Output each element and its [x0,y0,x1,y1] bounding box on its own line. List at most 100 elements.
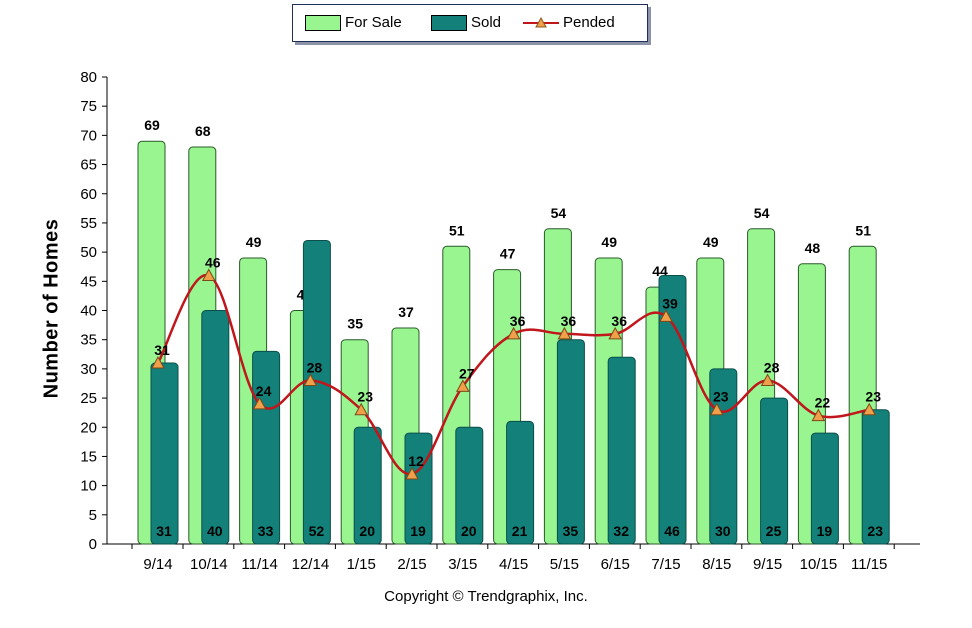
for-sale-data-label: 51 [449,222,465,238]
y-axis-title: Number of Homes [40,218,63,399]
x-tick-label: 12/14 [292,556,330,573]
pended-data-label: 31 [154,342,170,358]
for-sale-data-label: 54 [754,205,770,221]
pended-marker [405,466,419,480]
pended-marker [455,379,470,392]
x-tick-label: 2/15 [397,556,426,573]
pended-swatch [523,15,559,31]
legend-item-sold: Sold [431,14,501,31]
y-tick-label: 45 [80,273,97,290]
x-tick-label: 9/15 [753,556,782,573]
pended-marker [862,402,877,416]
for-sale-data-label: 49 [703,234,719,250]
pended-data-label: 12 [408,453,424,469]
sold-data-label: 20 [461,523,477,539]
y-tick-label: 60 [80,186,97,203]
sold-data-label: 19 [817,523,833,539]
x-tick-label: 11/15 [851,556,887,573]
legend: For Sale Sold Pended [292,4,648,42]
pended-marker [201,268,216,281]
legend-label-sold: Sold [471,14,502,31]
y-tick-label: 5 [89,507,97,524]
x-tick-label: 1/15 [347,556,376,573]
sold-data-label: 19 [410,523,426,539]
pended-marker [506,326,521,340]
sold-bar [506,420,535,545]
sold-swatch [431,14,467,31]
x-tick-label: 8/15 [702,556,731,573]
pended-marker [557,326,572,340]
legend-label-for-sale: For Sale [345,14,402,31]
pended-data-label: 46 [205,254,221,270]
for-sale-data-label: 69 [144,117,160,133]
pended-marker [303,373,318,387]
pended-marker [608,326,623,340]
sold-bar [760,397,789,545]
for-sale-data-label: 37 [398,304,414,320]
for-sale-swatch [305,14,341,31]
sold-bar [658,274,687,545]
y-tick-label: 10 [80,478,97,495]
sold-data-label: 52 [309,523,325,539]
pended-data-label: 22 [815,395,831,411]
sold-data-label: 21 [512,523,528,539]
y-tick-label: 65 [80,157,97,174]
sold-bar [455,426,484,545]
x-tick-label: 10/14 [190,556,228,573]
sold-data-label: 30 [715,523,731,539]
for-sale-data-label: 51 [855,222,871,238]
for-sale-data-label: 49 [601,234,617,250]
sold-bar [353,426,382,545]
sold-data-label: 31 [156,523,172,539]
pended-data-label: 36 [561,313,577,329]
for-sale-data-label: 54 [551,205,567,221]
legend-label-pended: Pended [563,14,615,31]
sold-data-label: 23 [867,523,883,539]
sold-data-label: 40 [207,523,223,539]
y-tick-label: 15 [80,448,97,465]
for-sale-data-label: 49 [246,234,262,250]
y-tick-label: 50 [80,244,97,261]
legend-item-pended: Pended [523,14,615,31]
copyright-text: Copyright © Trendgraphix, Inc. [384,588,588,605]
x-tick-label: 4/15 [499,556,528,573]
pended-data-label: 23 [865,389,881,405]
legend-item-for-sale: For Sale [305,14,402,31]
sold-data-label: 20 [359,523,375,539]
sold-bar [556,339,585,545]
pended-data-label: 39 [662,295,678,311]
pended-data-label: 28 [764,360,780,376]
x-tick-label: 7/15 [651,556,680,573]
y-tick-label: 30 [80,361,97,378]
for-sale-data-label: 48 [805,240,821,256]
sold-data-label: 35 [563,523,579,539]
for-sale-data-label: 35 [347,316,363,332]
y-tick-label: 75 [80,98,97,115]
pended-marker [709,402,724,416]
sold-data-label: 46 [664,523,680,539]
pended-data-label: 36 [611,313,627,329]
y-tick-label: 55 [80,215,97,232]
x-tick-label: 11/14 [241,556,277,573]
pended-data-label: 24 [256,383,272,399]
pended-marker [659,309,673,322]
sold-bar [810,432,839,545]
x-tick-label: 9/14 [143,556,172,573]
pended-marker [760,373,775,387]
sold-bar [302,239,331,545]
pended-data-label: 27 [459,365,475,381]
pended-data-label: 23 [357,389,373,405]
pended-marker [811,408,826,422]
sold-data-label: 33 [258,523,274,539]
y-tick-label: 0 [89,536,97,553]
x-tick-label: 5/15 [550,556,579,573]
pended-data-label: 36 [510,313,526,329]
pended-marker [252,396,267,410]
sold-bar [150,362,179,545]
x-tick-label: 6/15 [601,556,630,573]
sold-bar [861,409,890,545]
y-tick-label: 35 [80,332,97,349]
pended-marker [354,402,369,416]
sold-bar [201,310,230,545]
